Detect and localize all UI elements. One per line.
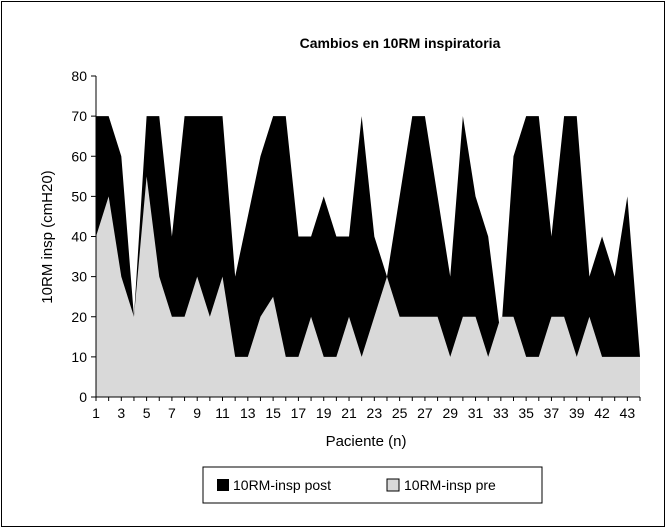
x-tick-label: 3 (117, 405, 125, 421)
x-tick-label: 13 (240, 405, 256, 421)
x-tick-label: 17 (291, 405, 307, 421)
x-tick-label: 19 (316, 405, 332, 421)
legend-swatch-pre (386, 478, 400, 492)
x-tick-label: 33 (493, 405, 509, 421)
axes-group (91, 75, 641, 401)
legend-box (202, 466, 543, 504)
x-tick-label: 7 (168, 405, 176, 421)
series-area-pre (96, 176, 640, 397)
x-tick-label: 21 (341, 405, 357, 421)
areas-group (96, 116, 640, 397)
x-tick-label: 5 (143, 405, 151, 421)
chart-title: Cambios en 10RM inspiratoria (300, 35, 501, 51)
x-tick-label: 23 (367, 405, 383, 421)
x-tick-label: 9 (193, 405, 201, 421)
y-axis-label: 10RM insp (cmH20) (39, 170, 56, 303)
x-tick-label: 25 (392, 405, 408, 421)
x-tick-labels: 1 3 5 7 9 11 13 15 17 19 21 23 25 27 29 31 33 35 37 39 42 43 (92, 405, 635, 421)
x-tick-label: 29 (442, 405, 458, 421)
legend-swatch-post (217, 479, 229, 491)
y-tick-label: 20 (71, 309, 87, 325)
x-tick-label: 1 (92, 405, 100, 421)
y-tick-label: 30 (71, 269, 87, 285)
x-axis-label: Paciente (n) (326, 433, 407, 450)
x-tick-label: 11 (215, 405, 230, 421)
y-tick-label: 80 (71, 68, 87, 84)
x-tick-label: 37 (544, 405, 560, 421)
y-tick-label: 60 (71, 148, 87, 164)
y-tick-label: 10 (71, 349, 87, 365)
x-tick-label: 42 (594, 405, 610, 421)
y-tick-labels: 0 10 20 30 40 50 60 70 80 (71, 68, 87, 405)
y-tick-label: 0 (79, 389, 87, 405)
x-tick-label: 31 (468, 405, 484, 421)
x-tick-label: 27 (417, 405, 433, 421)
legend: 10RM-insp post 10RM-insp pre (202, 466, 543, 504)
x-tick-label: 39 (569, 405, 585, 421)
x-tick-label: 43 (620, 405, 636, 421)
y-tick-label: 70 (71, 108, 87, 124)
y-tick-label: 50 (71, 188, 87, 204)
legend-label-pre: 10RM-insp pre (404, 477, 496, 493)
x-tick-label: 35 (518, 405, 534, 421)
y-tick-label: 40 (71, 229, 87, 245)
x-tick-label: 15 (265, 405, 281, 421)
legend-label-post: 10RM-insp post (233, 477, 331, 493)
